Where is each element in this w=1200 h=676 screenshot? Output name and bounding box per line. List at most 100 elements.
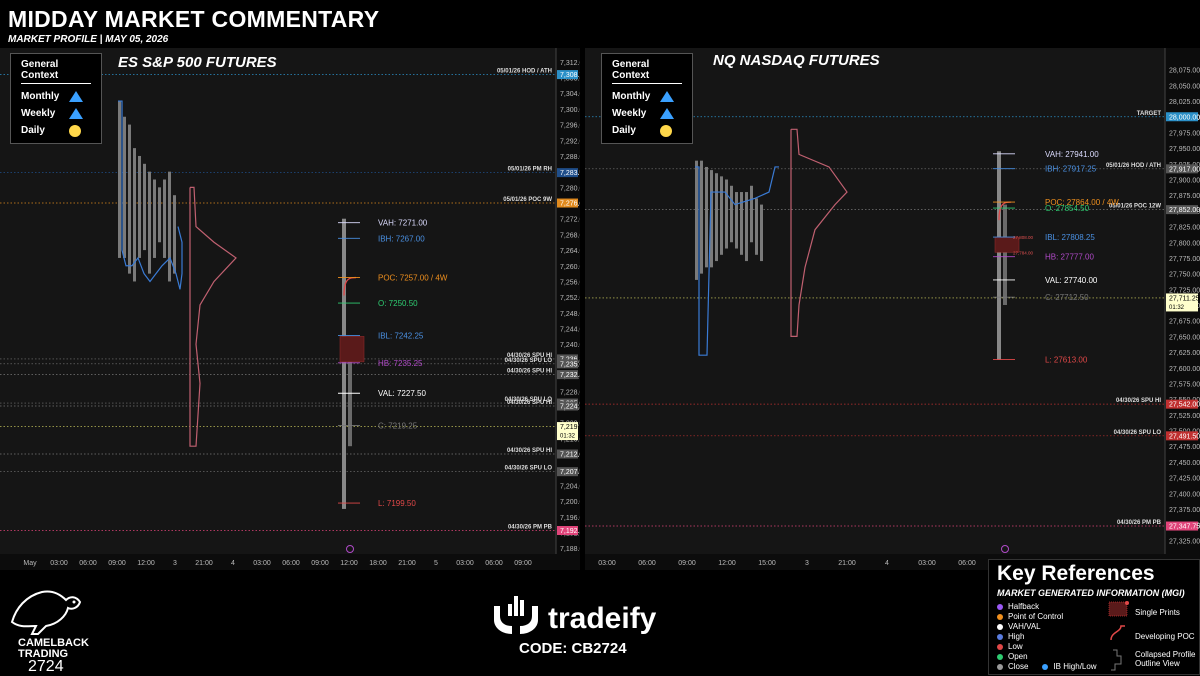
- current-session-column: [342, 218, 346, 509]
- es-chart-title: ES S&P 500 FUTURES: [118, 54, 277, 71]
- circle-icon: [660, 125, 672, 137]
- annotation-label: VAH: 27941.00: [1045, 150, 1099, 159]
- legend-item-halfback: Halfback: [997, 602, 1039, 612]
- price-badge-time: 01:32: [560, 434, 576, 440]
- x-tick-label: 09:00: [678, 560, 696, 567]
- tpo-column: [760, 204, 763, 262]
- annotation-label: C: 7219.25: [378, 422, 418, 431]
- legend-item-open: Open: [997, 652, 1028, 662]
- circle-icon: [997, 603, 1003, 610]
- annotation-label: IBL: 7242.25: [378, 331, 424, 340]
- price-badge: [557, 70, 578, 80]
- collapsed-profile: [189, 186, 237, 447]
- annotation-label: C: 27712.50: [1045, 293, 1089, 302]
- tpo-column: [163, 179, 166, 258]
- y-tick-label: 27,525.00: [1169, 413, 1200, 420]
- x-tick-label: 12:00: [340, 560, 358, 567]
- circle-icon: [69, 125, 81, 137]
- level-label: 05/01/26 PM RH: [508, 167, 552, 173]
- y-tick-label: 7,188.00: [560, 546, 580, 553]
- price-badge: [1166, 521, 1198, 531]
- annotation-label: O: 27854.50: [1045, 204, 1090, 213]
- circle-icon: [1042, 663, 1049, 670]
- legend-item-poc: Point of Control: [997, 612, 1063, 622]
- x-tick-label: 06:00: [958, 560, 976, 567]
- single-prints: [339, 336, 365, 363]
- legend-icons: [1108, 601, 1129, 671]
- current-session-column: [997, 151, 1001, 360]
- context-row-monthly: Monthly: [21, 88, 91, 105]
- price-badge-label: 27,852.00: [1169, 207, 1200, 214]
- brand-name: CAMELBACK TRADING: [18, 637, 89, 660]
- y-tick-label: 27,825.00: [1169, 225, 1200, 232]
- x-tick-label: 03:00: [253, 560, 271, 567]
- tpo-column: [138, 155, 141, 258]
- circle-icon: [997, 663, 1003, 670]
- tpo-column: [123, 116, 126, 258]
- es-chart-svg[interactable]: 7,312.007,308.007,304.007,300.007,296.00…: [0, 48, 580, 570]
- price-badge-label: 7,212.00: [560, 452, 580, 459]
- es-chart-panel[interactable]: 7,312.007,308.007,304.007,300.007,296.00…: [0, 48, 580, 570]
- y-tick-label: 7,200.00: [560, 499, 580, 506]
- price-badge: [557, 198, 578, 208]
- y-tick-label: 27,400.00: [1169, 491, 1200, 498]
- key-references-legend: Key References MARKET GENERATED INFORMAT…: [988, 559, 1200, 675]
- legend-item-low: Low: [997, 642, 1023, 652]
- up-triangle-icon: [660, 91, 674, 102]
- tpo-column: [143, 163, 146, 251]
- annotation-label: L: 27613.00: [1045, 356, 1088, 365]
- price-badge: [1166, 399, 1198, 409]
- y-tick-label: 7,260.00: [560, 264, 580, 271]
- y-tick-label: 27,325.00: [1169, 538, 1200, 545]
- price-badge-label: 7,207.50: [560, 469, 580, 476]
- context-row-weekly: Weekly: [612, 105, 682, 122]
- single-prints-icon: [1108, 601, 1128, 617]
- price-badge: [557, 422, 578, 441]
- tpo-column: [725, 179, 728, 249]
- es-context-box: General Context Monthly Weekly Daily: [10, 53, 102, 144]
- y-tick-label: 28,025.00: [1169, 99, 1200, 106]
- y-tick-label: 7,300.00: [560, 107, 580, 114]
- annotation-label: VAL: 7227.50: [378, 389, 426, 398]
- x-tick-label: 4: [885, 560, 889, 567]
- price-badge-label: 7,224.25: [560, 403, 580, 410]
- price-badge: [557, 526, 578, 536]
- y-tick-label: 27,650.00: [1169, 334, 1200, 341]
- page-subtitle: MARKET PROFILE | MAY 05, 2026: [8, 34, 169, 45]
- collapsed-profile-icon: [1111, 649, 1122, 671]
- sponsor-name: tradeify: [548, 602, 657, 635]
- context-title: General Context: [612, 59, 682, 84]
- price-badge-label: 27,347.75: [1169, 524, 1200, 531]
- annotation-label: IBH: 7267.00: [378, 234, 425, 243]
- level-label: 04/30/26 SPU HI: [507, 448, 552, 454]
- y-tick-label: 7,296.00: [560, 123, 580, 130]
- price-badge-label: 7,192.50: [560, 528, 580, 535]
- price-badge-label: 27,542.00: [1169, 402, 1200, 409]
- legend-title: Key References: [997, 562, 1155, 585]
- price-badge-label: 27,491.50: [1169, 433, 1200, 440]
- tpo-column: [720, 176, 723, 255]
- x-tick-label: 4: [231, 560, 235, 567]
- legend-item-high: High: [997, 632, 1024, 642]
- tpo-column: [740, 192, 743, 255]
- x-tick-label: 21:00: [195, 560, 213, 567]
- session-marker-icon: [1001, 545, 1009, 553]
- x-tick-label: 03:00: [456, 560, 474, 567]
- brand-code: 2724: [28, 658, 64, 675]
- x-tick-label: 3: [173, 560, 177, 567]
- price-badge-label: 7,235.00: [560, 361, 580, 368]
- level-label: 04/30/26 PM PB: [508, 525, 553, 531]
- tpo-column: [168, 171, 171, 282]
- session-marker-icon: [346, 545, 354, 553]
- tradeify-hands-icon: [494, 596, 538, 634]
- y-tick-label: 7,244.00: [560, 327, 580, 334]
- y-tick-label: 7,204.00: [560, 483, 580, 490]
- price-badge-time: 01:32: [1169, 305, 1185, 311]
- y-tick-label: 7,312.00: [560, 60, 580, 67]
- level-label: 04/30/26 SPU LO: [505, 397, 553, 403]
- y-tick-label: 27,475.00: [1169, 444, 1200, 451]
- tpo-column: [133, 148, 136, 282]
- y-tick-label: 27,600.00: [1169, 366, 1200, 373]
- up-triangle-icon: [660, 108, 674, 119]
- nq-chart-panel[interactable]: 28,075.00 28,050.00 28,025.00 28,000.00 27,9…: [585, 48, 1200, 570]
